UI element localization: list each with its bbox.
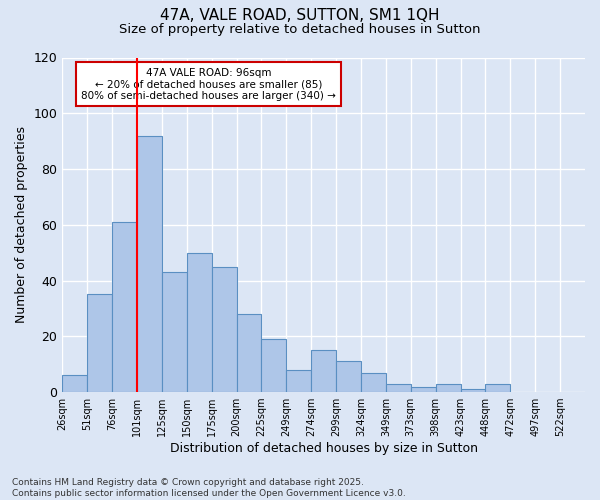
Text: Contains HM Land Registry data © Crown copyright and database right 2025.
Contai: Contains HM Land Registry data © Crown c…	[12, 478, 406, 498]
Bar	[386, 384, 411, 392]
Bar	[336, 362, 361, 392]
Bar	[361, 372, 386, 392]
Bar	[187, 252, 212, 392]
Text: 47A, VALE ROAD, SUTTON, SM1 1QH: 47A, VALE ROAD, SUTTON, SM1 1QH	[160, 8, 440, 22]
Bar	[162, 272, 187, 392]
Bar	[461, 390, 485, 392]
Bar	[286, 370, 311, 392]
Bar	[62, 376, 87, 392]
Text: Size of property relative to detached houses in Sutton: Size of property relative to detached ho…	[119, 22, 481, 36]
Bar	[212, 266, 236, 392]
Bar	[137, 136, 162, 392]
Y-axis label: Number of detached properties: Number of detached properties	[15, 126, 28, 324]
Bar	[311, 350, 336, 392]
Bar	[262, 339, 286, 392]
Bar	[411, 386, 436, 392]
Bar	[87, 294, 112, 392]
Text: 47A VALE ROAD: 96sqm
← 20% of detached houses are smaller (85)
80% of semi-detac: 47A VALE ROAD: 96sqm ← 20% of detached h…	[81, 68, 336, 100]
Bar	[236, 314, 262, 392]
Bar	[485, 384, 511, 392]
Bar	[112, 222, 137, 392]
Bar	[436, 384, 461, 392]
X-axis label: Distribution of detached houses by size in Sutton: Distribution of detached houses by size …	[170, 442, 478, 455]
